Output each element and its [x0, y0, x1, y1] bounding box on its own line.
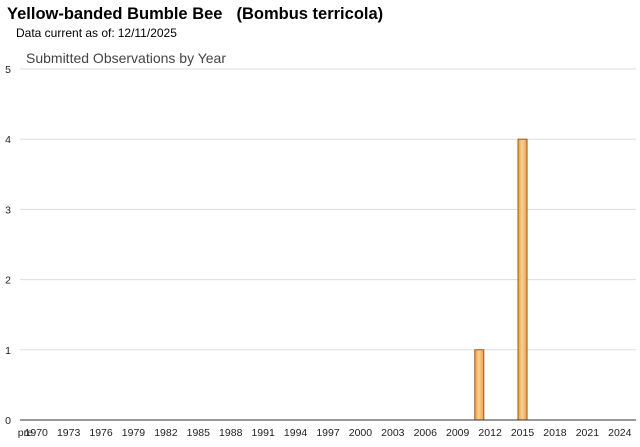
y-tick-label: 3: [5, 204, 11, 216]
observations-chart: Submitted Observations by Year 0 1 2 3 4 5 pr…: [0, 45, 640, 442]
scientific-name: (Bombus terricola): [236, 5, 384, 23]
y-tick-label: 1: [5, 345, 11, 357]
x-tick-label: 1970: [25, 427, 49, 439]
x-tick-label: 2009: [446, 427, 470, 439]
gridlines: [20, 68, 636, 351]
bar-2011: [474, 349, 485, 421]
y-tick-label: 0: [5, 415, 11, 427]
x-tick-label: 1973: [57, 427, 81, 439]
x-tick-label: 2000: [349, 427, 373, 439]
x-tick-label: 1997: [316, 427, 340, 439]
x-tick-label: 2024: [608, 427, 632, 439]
x-tick-label: 2012: [478, 427, 502, 439]
x-tick-label: 2006: [414, 427, 438, 439]
y-tick-label: 2: [5, 275, 11, 287]
bar-2015: [517, 138, 528, 421]
common-name: Yellow-banded Bumble Bee: [7, 5, 223, 23]
data-current-note: Data current as of: 12/11/2025: [16, 26, 627, 40]
x-tick-label: 2015: [511, 427, 535, 439]
x-tick-label: pre: [18, 427, 33, 439]
x-tick-label: 1994: [284, 427, 308, 439]
x-tick-label: 1991: [251, 427, 275, 439]
x-tick-label: 1982: [154, 427, 178, 439]
page-header: Yellow-banded Bumble Bee (Bombus terricol…: [7, 4, 627, 40]
data-current-label: Data current as of:: [16, 26, 115, 40]
x-tick-label: 1985: [187, 427, 211, 439]
x-tick-label: 2021: [576, 427, 600, 439]
y-tick-label: 5: [5, 64, 11, 76]
x-tick-label: 1979: [122, 427, 146, 439]
y-tick-label: 4: [5, 134, 11, 146]
data-current-date: 12/11/2025: [117, 26, 177, 40]
x-tick-label: 2018: [543, 427, 567, 439]
y-axis-ticks: 0 1 2 3 4 5: [5, 64, 11, 427]
chart-title: Submitted Observations by Year: [26, 50, 226, 66]
x-tick-label: 1976: [89, 427, 113, 439]
x-tick-label: 1988: [219, 427, 243, 439]
x-tick-label: 2003: [381, 427, 405, 439]
observations-chart-svg: Submitted Observations by Year 0 1 2 3 4 5 pr…: [5, 50, 636, 439]
species-title: Yellow-banded Bumble Bee (Bombus terricol…: [7, 4, 627, 24]
